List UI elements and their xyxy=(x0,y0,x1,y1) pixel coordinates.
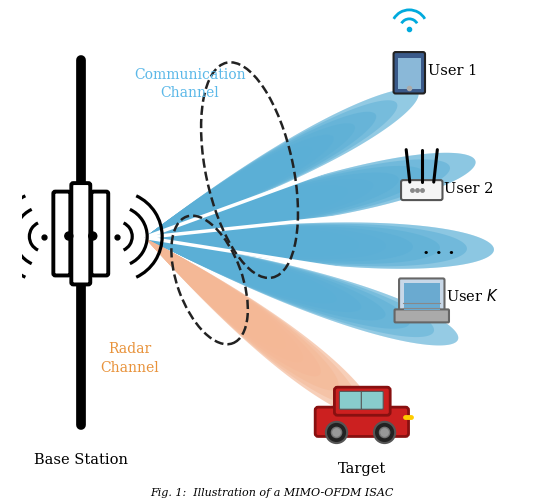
Polygon shape xyxy=(145,229,359,257)
Text: Communication
Channel: Communication Channel xyxy=(134,68,245,100)
Ellipse shape xyxy=(314,431,410,438)
Polygon shape xyxy=(145,193,322,238)
Polygon shape xyxy=(145,238,361,313)
Polygon shape xyxy=(145,225,194,238)
Circle shape xyxy=(380,427,390,438)
FancyBboxPatch shape xyxy=(394,310,449,323)
Polygon shape xyxy=(145,238,268,335)
FancyBboxPatch shape xyxy=(404,284,440,310)
Polygon shape xyxy=(145,124,355,238)
Text: User 2: User 2 xyxy=(444,181,493,195)
Polygon shape xyxy=(145,238,410,329)
Polygon shape xyxy=(145,227,386,260)
Polygon shape xyxy=(145,113,376,238)
Circle shape xyxy=(65,232,73,240)
Circle shape xyxy=(326,422,347,443)
Polygon shape xyxy=(145,166,424,238)
Text: . . .: . . . xyxy=(423,239,455,257)
Polygon shape xyxy=(145,233,251,247)
Circle shape xyxy=(331,427,342,438)
Polygon shape xyxy=(145,238,458,346)
Text: Radar
Channel: Radar Channel xyxy=(100,342,159,374)
Polygon shape xyxy=(145,232,278,250)
Polygon shape xyxy=(145,238,374,418)
FancyBboxPatch shape xyxy=(401,181,442,201)
Polygon shape xyxy=(145,238,386,321)
Polygon shape xyxy=(145,238,313,296)
FancyBboxPatch shape xyxy=(71,184,90,285)
Circle shape xyxy=(374,422,395,443)
Polygon shape xyxy=(145,181,249,238)
Text: User 1: User 1 xyxy=(428,64,478,78)
Polygon shape xyxy=(145,234,224,245)
Polygon shape xyxy=(145,180,373,238)
Polygon shape xyxy=(145,238,240,271)
Polygon shape xyxy=(145,204,207,238)
Polygon shape xyxy=(145,158,292,238)
Polygon shape xyxy=(145,135,334,238)
Polygon shape xyxy=(145,238,338,391)
Text: Fig. 1:  Illustration of a MIMO-OFDM ISAC: Fig. 1: Illustration of a MIMO-OFDM ISAC xyxy=(150,487,394,497)
Polygon shape xyxy=(145,101,397,238)
Polygon shape xyxy=(145,238,303,363)
Polygon shape xyxy=(145,230,332,255)
Polygon shape xyxy=(145,238,191,254)
Polygon shape xyxy=(145,147,313,238)
FancyBboxPatch shape xyxy=(53,192,70,276)
FancyBboxPatch shape xyxy=(393,53,425,94)
Polygon shape xyxy=(145,238,232,307)
Polygon shape xyxy=(145,224,467,267)
Polygon shape xyxy=(145,226,413,262)
Text: Base Station: Base Station xyxy=(34,452,128,466)
Polygon shape xyxy=(145,173,399,238)
FancyBboxPatch shape xyxy=(339,392,362,409)
Polygon shape xyxy=(145,238,356,404)
Polygon shape xyxy=(145,238,337,304)
Polygon shape xyxy=(145,223,494,269)
FancyBboxPatch shape xyxy=(399,279,444,314)
Polygon shape xyxy=(145,225,440,265)
Polygon shape xyxy=(145,90,418,238)
FancyBboxPatch shape xyxy=(335,387,390,415)
Polygon shape xyxy=(145,238,289,288)
Polygon shape xyxy=(145,236,197,242)
Polygon shape xyxy=(145,238,458,346)
Polygon shape xyxy=(145,170,270,238)
Circle shape xyxy=(89,232,97,240)
Polygon shape xyxy=(145,238,250,321)
Polygon shape xyxy=(145,238,216,263)
Polygon shape xyxy=(145,238,214,293)
Polygon shape xyxy=(145,153,475,238)
Polygon shape xyxy=(145,238,434,337)
FancyBboxPatch shape xyxy=(91,192,108,276)
Polygon shape xyxy=(145,212,245,238)
Polygon shape xyxy=(145,206,271,238)
FancyBboxPatch shape xyxy=(361,392,383,409)
Text: Target: Target xyxy=(338,461,386,475)
Polygon shape xyxy=(145,238,179,265)
Text: User $K$: User $K$ xyxy=(446,288,498,304)
Polygon shape xyxy=(145,238,286,349)
FancyBboxPatch shape xyxy=(398,59,421,89)
Polygon shape xyxy=(145,238,374,418)
Polygon shape xyxy=(145,199,296,238)
Polygon shape xyxy=(145,231,305,253)
Polygon shape xyxy=(145,238,264,279)
Polygon shape xyxy=(145,90,418,238)
Polygon shape xyxy=(145,238,321,377)
Polygon shape xyxy=(145,216,186,238)
Polygon shape xyxy=(145,193,228,238)
Polygon shape xyxy=(145,160,450,238)
FancyBboxPatch shape xyxy=(315,407,409,436)
Polygon shape xyxy=(145,186,348,238)
Polygon shape xyxy=(145,223,494,269)
Polygon shape xyxy=(145,153,475,238)
Polygon shape xyxy=(145,238,197,279)
Polygon shape xyxy=(145,219,220,238)
